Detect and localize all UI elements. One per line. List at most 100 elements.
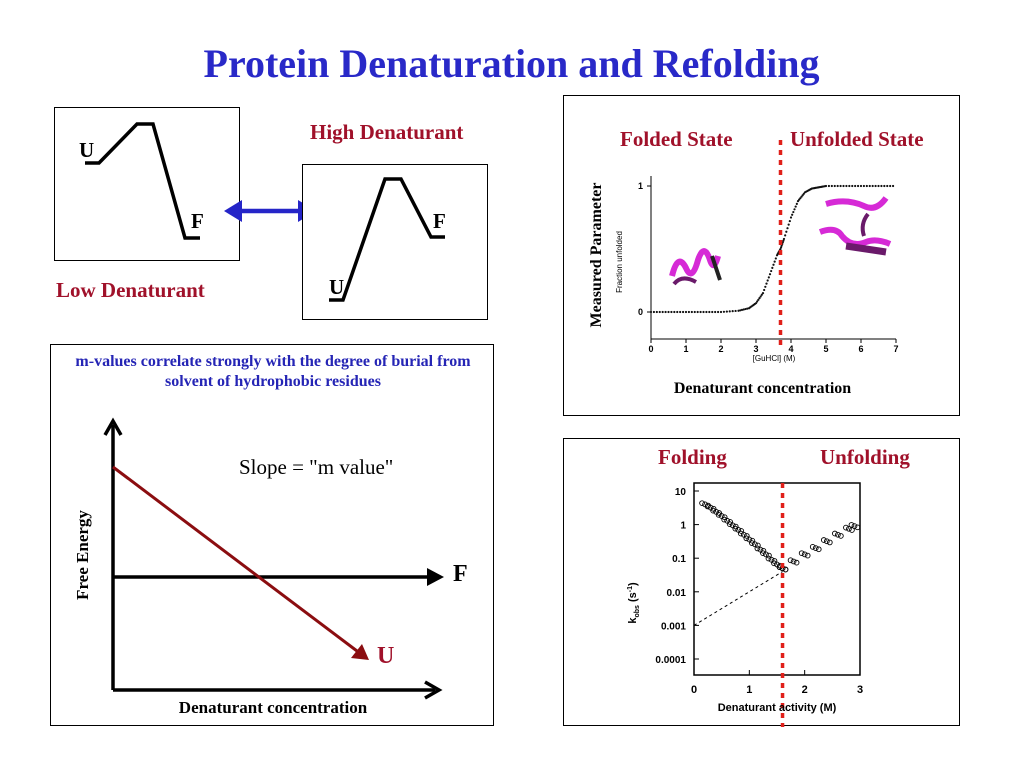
- equilibrium-panel: Folded State Unfolded State Measured Par…: [563, 95, 960, 416]
- data-point: [754, 302, 758, 305]
- data-point: [832, 530, 838, 537]
- data-point: [655, 310, 658, 314]
- data-point: [781, 241, 784, 244]
- x-tick-label: 3: [753, 344, 758, 354]
- data-point: [757, 298, 760, 301]
- x-tick-label: 6: [858, 344, 863, 354]
- data-point: [848, 522, 855, 528]
- y-tick-label: 0.0001: [655, 655, 686, 666]
- free-energy-plot: [103, 417, 444, 700]
- y-tick-label: 0.001: [661, 621, 686, 632]
- unfolded-state-header: Unfolded State: [790, 127, 924, 151]
- data-point: [782, 239, 785, 242]
- data-point: [713, 508, 719, 515]
- data-point: [846, 525, 852, 532]
- high-denaturant-diagram: U F: [302, 164, 488, 320]
- data-point: [771, 266, 774, 269]
- x-tick-label: 1: [683, 344, 688, 354]
- data-point: [782, 237, 786, 241]
- data-point: [791, 213, 794, 216]
- data-point: [843, 524, 849, 531]
- data-point: [789, 216, 793, 219]
- unfolded-protein-icon: [818, 196, 892, 256]
- y-tick-label: 0.1: [672, 554, 686, 565]
- data-point: [732, 525, 739, 532]
- guhcl-axis-label: [GuHCl] (M): [753, 354, 796, 363]
- slope-label: Slope = "m value": [239, 455, 394, 479]
- data-point: [785, 230, 788, 233]
- data-point: [715, 511, 722, 518]
- page-title: Protein Denaturation and Refolding: [203, 41, 820, 86]
- data-point: [848, 184, 851, 188]
- x-tick-label: 2: [718, 344, 723, 354]
- data-point: [772, 263, 775, 266]
- data-point: [690, 310, 693, 314]
- y-tick-label: 1: [638, 181, 643, 191]
- data-point: [794, 205, 797, 208]
- data-point: [798, 550, 805, 557]
- data-point: [820, 537, 827, 543]
- data-point: [687, 310, 691, 314]
- folding-header: Folding: [658, 445, 727, 469]
- unfolding-extrapolation-line: [693, 571, 783, 626]
- data-point: [754, 545, 761, 552]
- plot-frame: [693, 482, 861, 676]
- unfolded-label: U: [377, 643, 395, 669]
- state-f-label: F: [191, 209, 204, 233]
- data-point: [833, 184, 836, 188]
- data-point: [786, 227, 789, 230]
- data-point: [845, 184, 848, 188]
- data-point: [766, 552, 772, 559]
- data-point: [661, 310, 664, 314]
- folded-arrowhead: [427, 568, 444, 586]
- denaturant-activity-label: Denaturant activity (M): [718, 702, 837, 714]
- data-point: [735, 526, 742, 533]
- y-tick-label: 10: [675, 487, 687, 498]
- data-point: [779, 246, 783, 249]
- data-point: [801, 551, 808, 558]
- kobs-axis-label: kobs (s-1): [627, 582, 641, 624]
- data-point: [865, 184, 868, 188]
- data-point: [835, 531, 841, 538]
- x-tick-label: 3: [857, 684, 863, 696]
- data-point: [693, 310, 696, 314]
- data-point: [854, 184, 857, 188]
- data-point: [724, 517, 731, 524]
- data-point: [856, 184, 860, 188]
- data-point: [796, 200, 800, 203]
- high-denaturant-label: High Denaturant: [310, 120, 464, 144]
- data-point: [705, 310, 708, 314]
- unfolded-energy-line: [112, 465, 358, 653]
- data-point: [889, 184, 892, 188]
- data-point: [862, 184, 866, 188]
- x-tick-label: 2: [802, 684, 808, 696]
- data-point: [799, 197, 802, 200]
- data-point: [722, 310, 726, 313]
- data-point: [851, 184, 854, 188]
- data-point: [812, 545, 819, 551]
- x-tick-label: 0: [648, 344, 653, 354]
- data-point: [784, 234, 787, 237]
- data-point: [667, 310, 670, 314]
- data-point: [761, 292, 765, 295]
- data-point: [883, 184, 886, 188]
- data-point: [868, 184, 871, 188]
- data-point: [728, 310, 731, 313]
- x-tick-label: 5: [823, 344, 828, 354]
- data-point: [790, 558, 797, 565]
- equilibrium-curve-plot: 0 1 2 3 4 5 6 7 0 1 Fraction unfolded [GuHCl] (M): [615, 140, 899, 363]
- data-point: [670, 310, 673, 314]
- data-point: [752, 541, 758, 548]
- data-point: [702, 310, 705, 314]
- data-point: [740, 308, 744, 311]
- data-point: [664, 310, 667, 314]
- data-point: [763, 288, 766, 292]
- data-point: [842, 184, 845, 188]
- data-point: [874, 184, 877, 188]
- data-point: [779, 247, 782, 251]
- data-point: [719, 310, 723, 314]
- data-point: [836, 184, 839, 188]
- data-point: [787, 557, 794, 564]
- data-point: [679, 310, 682, 314]
- data-point: [780, 244, 783, 247]
